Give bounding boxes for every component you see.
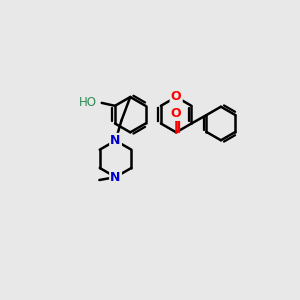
Text: O: O <box>171 91 181 103</box>
Text: N: N <box>110 171 121 184</box>
Text: O: O <box>171 107 181 120</box>
Text: N: N <box>110 134 121 147</box>
Text: HO: HO <box>78 96 96 110</box>
